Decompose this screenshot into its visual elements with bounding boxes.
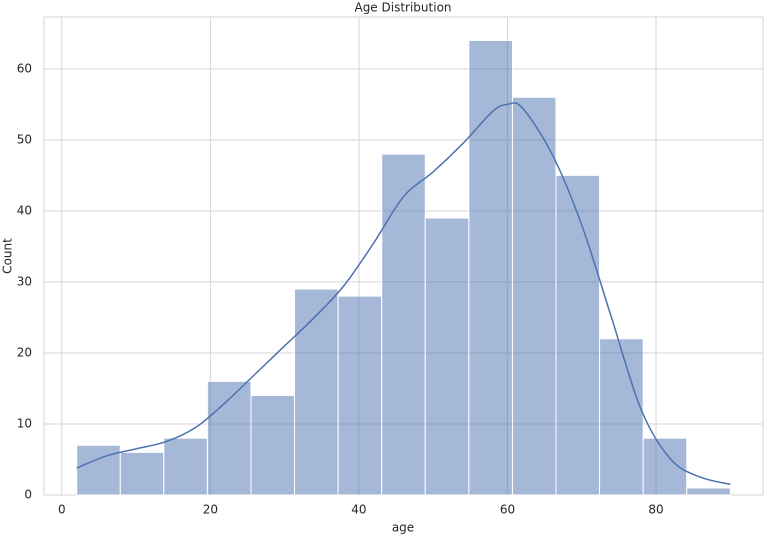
bar xyxy=(250,395,296,496)
bar xyxy=(468,39,513,496)
bar xyxy=(424,217,470,496)
x-tick-label: 60 xyxy=(500,503,515,517)
chart-title: Age Distribution xyxy=(354,1,451,15)
bar xyxy=(511,96,557,496)
y-tick-label: 10 xyxy=(17,416,32,430)
bar xyxy=(642,437,688,496)
bar xyxy=(119,451,165,496)
y-axis-label: Count xyxy=(1,238,15,274)
kde-line xyxy=(76,102,731,486)
x-tick-label: 0 xyxy=(58,503,66,517)
y-tick-label: 30 xyxy=(17,274,32,288)
x-tick-label: 20 xyxy=(203,503,218,517)
y-tick-label: 50 xyxy=(17,132,32,146)
y-tick-label: 40 xyxy=(17,203,32,217)
y-tick-label: 60 xyxy=(17,61,32,75)
bar xyxy=(163,437,208,496)
bar xyxy=(294,288,339,496)
bar xyxy=(555,174,601,496)
bar xyxy=(599,338,644,496)
y-tick-label: 20 xyxy=(17,345,32,359)
bar xyxy=(76,444,121,496)
bar xyxy=(686,487,731,496)
bar xyxy=(381,153,426,496)
y-tick-label: 0 xyxy=(24,488,32,502)
x-axis-label: age xyxy=(392,521,414,535)
x-tick-label: 80 xyxy=(648,503,663,517)
x-tick-label: 40 xyxy=(351,503,366,517)
bar xyxy=(206,380,252,496)
bar xyxy=(337,295,383,496)
